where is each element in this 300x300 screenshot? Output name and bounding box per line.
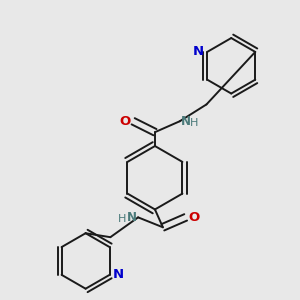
- Text: N: N: [112, 268, 124, 281]
- Text: N: N: [127, 211, 137, 224]
- Text: O: O: [119, 115, 130, 128]
- Text: O: O: [189, 211, 200, 224]
- Text: H: H: [190, 118, 198, 128]
- Text: H: H: [118, 214, 126, 224]
- Text: N: N: [181, 115, 191, 128]
- Text: N: N: [193, 45, 204, 58]
